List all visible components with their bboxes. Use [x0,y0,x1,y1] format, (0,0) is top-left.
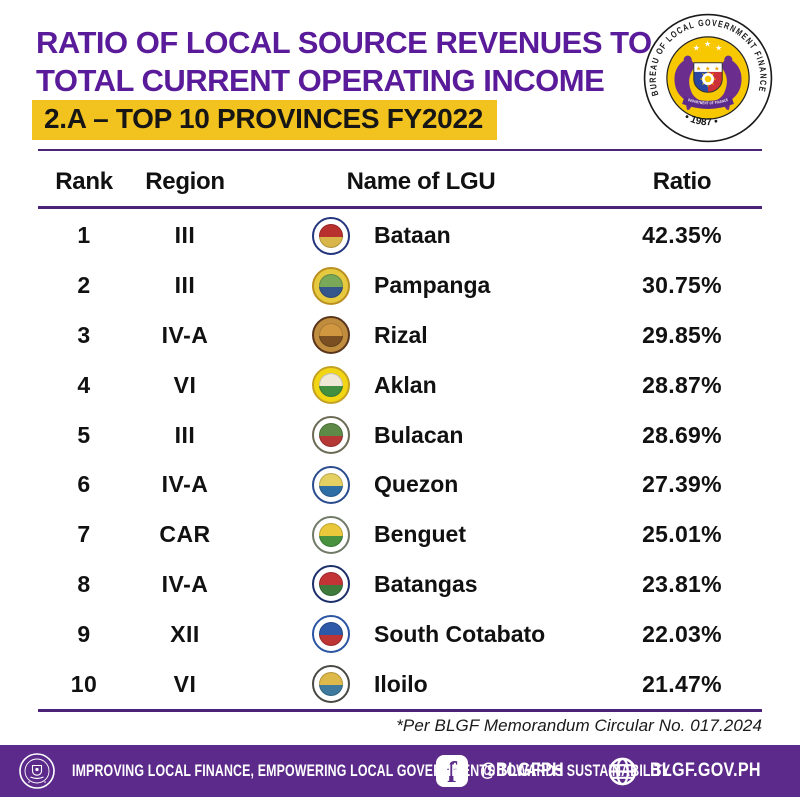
region-cell: IV-A [161,471,209,498]
table-row-benguet: 7 CAR Benguet 25.01% [38,510,762,560]
table-bottom-rule [38,709,762,712]
logo-star-icon: ★ [715,44,722,53]
lgu-name: Quezon [374,471,459,498]
footer-bar: IMPROVING LOCAL FINANCE, EMPOWERING LOCA… [0,745,800,797]
seal-icon-south-cotabato [312,615,350,654]
ratio-cell: 28.69% [642,421,722,448]
ratio-cell: 30.75% [642,272,722,299]
seal-icon-pampanga [312,266,350,305]
table-row-pampanga: 2 III Pampanga 30.75% [38,261,762,311]
table-row-bataan: 1 III Bataan 42.35% [38,211,762,261]
header-divider-rule [38,206,762,209]
rank-cell: 2 [77,272,91,299]
globe-icon [608,757,636,785]
subtitle-highlight: 2.A – TOP 10 PROVINCES FY2022 [32,100,497,140]
ratio-cell: 42.35% [642,222,722,249]
table-row-south-cotabato: 9 XII South Cotabato 22.03% [38,609,762,659]
facebook-icon: f [435,755,468,787]
region-cell: III [174,222,196,249]
footer-tagline: IMPROVING LOCAL FINANCE, EMPOWERING LOCA… [72,761,671,780]
subtitle-text: 2.A – TOP 10 PROVINCES FY2022 [44,103,483,134]
lgu-name: Bulacan [374,421,464,448]
column-header-rank: Rank [55,168,113,195]
facebook-handle: @BLGFPH [479,760,564,781]
rank-cell: 8 [77,570,91,597]
table-header-row: Rank Region Name of LGU Ratio [38,158,762,206]
table-row-bulacan: 5 III Bulacan 28.69% [38,410,762,460]
logo-star-icon: ★ [693,44,700,53]
rank-cell: 1 [77,222,91,249]
region-cell: IV-A [161,570,209,597]
region-cell: IV-A [161,321,209,348]
source-footnote: *Per BLGF Memorandum Circular No. 017.20… [396,716,762,735]
facebook-link[interactable]: f @BLGFPH [435,755,579,787]
blgf-logo-icon: BUREAU OF LOCAL GOVERNMENT FINANCE ★ ★ ★… [643,13,773,143]
table-top-rule [38,149,762,151]
rank-cell: 5 [77,421,91,448]
logo-seahorse-icon [716,55,742,111]
page-title-line2: TOTAL CURRENT OPERATING INCOME [36,63,605,98]
table-body: 1 III Bataan 42.35% 2 III Pampanga 30.75… [38,211,762,709]
table-row-aklan: 4 VI Aklan 28.87% [38,360,762,410]
seal-icon-bulacan [312,416,350,455]
seal-icon-batangas [312,565,350,604]
rank-cell: 6 [77,471,91,498]
rank-cell: 10 [70,670,98,697]
seal-icon-aklan [312,366,350,405]
ratio-cell: 23.81% [642,570,722,597]
page-title: RATIO OF LOCAL SOURCE REVENUES TO TOTAL … [36,24,652,100]
lgu-name: Rizal [374,321,428,348]
blgf-seal-outline-icon [19,753,55,789]
logo-star-icon: ★ [704,40,711,49]
website-link[interactable]: BLGF.GOV.PH [607,756,780,787]
lgu-name: South Cotabato [374,620,546,647]
logo-shield-icon: ★ ★ ★ [693,62,723,93]
rank-cell: 3 [77,321,91,348]
lgu-name: Iloilo [374,670,428,697]
region-cell: III [174,421,196,448]
ratio-cell: 21.47% [642,670,722,697]
rank-cell: 9 [77,620,91,647]
ratio-cell: 28.87% [642,371,722,398]
region-cell: VI [173,670,197,697]
lgu-name: Aklan [374,371,437,398]
logo-banner-ribbon [682,96,734,109]
lgu-name: Pampanga [374,272,491,299]
seal-icon-quezon [312,465,350,504]
page-title-line1: RATIO OF LOCAL SOURCE REVENUES TO [36,25,652,60]
ratio-cell: 29.85% [642,321,722,348]
table-row-batangas: 8 IV-A Batangas 23.81% [38,560,762,610]
ratio-cell: 22.03% [642,620,722,647]
website-url: BLGF.GOV.PH [649,760,761,781]
column-header-lgu: Name of LGU [346,168,496,195]
column-header-region: Region [145,168,225,195]
table-row-iloilo: 10 VI Iloilo 21.47% [38,659,762,709]
table-row-rizal: 3 IV-A Rizal 29.85% [38,311,762,361]
ratio-cell: 27.39% [642,471,722,498]
rank-cell: 4 [77,371,91,398]
region-cell: CAR [159,521,211,548]
region-cell: III [174,272,196,299]
lgu-name: Bataan [374,222,451,249]
logo-shield-star-icon: ★ [705,65,710,72]
seal-icon-rizal [312,316,350,355]
svg-text:DEPARTMENT OF FINANCE: DEPARTMENT OF FINANCE [687,97,728,105]
rank-cell: 7 [77,521,91,548]
lgu-name: Batangas [374,570,478,597]
lgu-name: Benguet [374,521,466,548]
column-header-ratio: Ratio [652,168,712,195]
seal-icon-bataan [312,216,350,255]
region-cell: XII [170,620,200,647]
ratio-cell: 25.01% [642,521,722,548]
logo-banner-text: DEPARTMENT OF FINANCE [687,97,728,105]
table-row-quezon: 6 IV-A Quezon 27.39% [38,460,762,510]
logo-seahorse-icon [674,55,700,111]
logo-shield-star-icon: ★ [696,65,701,72]
region-cell: VI [173,371,197,398]
seal-icon-iloilo [312,665,350,704]
seal-icon-benguet [312,515,350,554]
logo-shield-star-icon: ★ [714,65,719,72]
